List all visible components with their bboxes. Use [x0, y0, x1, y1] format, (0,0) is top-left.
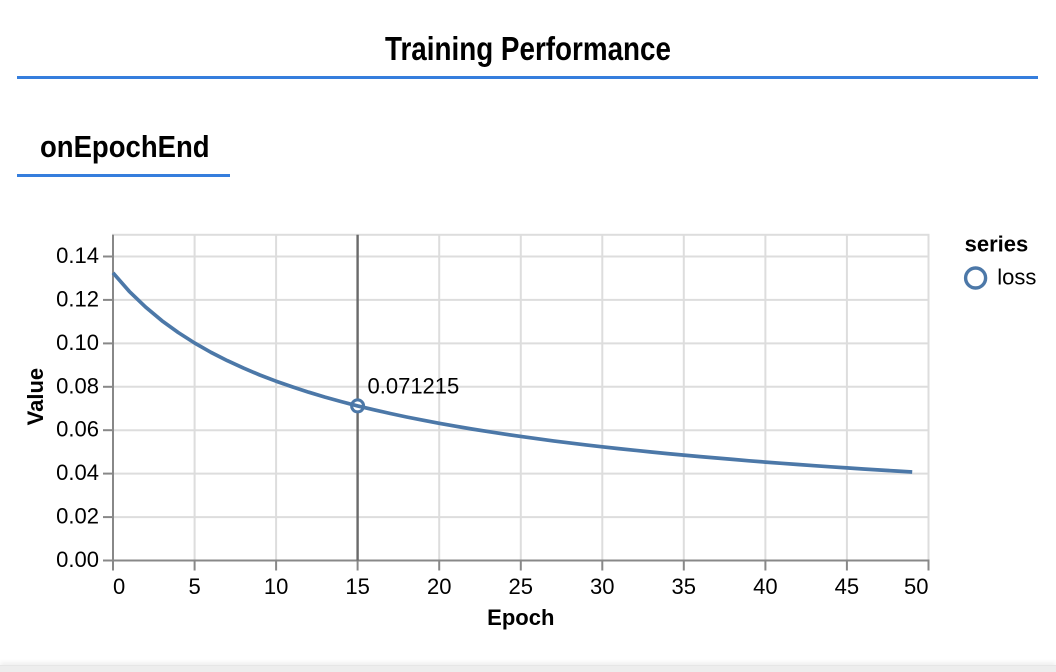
svg-text:20: 20	[427, 574, 451, 599]
svg-text:25: 25	[509, 574, 533, 599]
svg-text:5: 5	[188, 574, 200, 599]
svg-text:50: 50	[904, 574, 928, 599]
svg-text:45: 45	[835, 574, 859, 599]
svg-text:series: series	[965, 232, 1029, 257]
svg-text:0: 0	[113, 574, 125, 599]
svg-text:0.06: 0.06	[56, 417, 99, 442]
svg-text:0.14: 0.14	[56, 243, 99, 268]
svg-text:0.04: 0.04	[56, 460, 99, 485]
svg-text:0.10: 0.10	[56, 330, 99, 355]
svg-text:35: 35	[672, 574, 696, 599]
svg-text:40: 40	[753, 574, 777, 599]
svg-text:15: 15	[345, 574, 369, 599]
svg-text:Value: Value	[23, 368, 48, 425]
svg-text:0.00: 0.00	[56, 547, 99, 572]
svg-text:30: 30	[590, 574, 614, 599]
svg-text:10: 10	[264, 574, 288, 599]
svg-text:Epoch: Epoch	[487, 605, 554, 630]
svg-text:0.071215: 0.071215	[368, 374, 460, 399]
svg-text:0.02: 0.02	[56, 504, 99, 529]
svg-text:0.12: 0.12	[56, 286, 99, 311]
svg-text:loss: loss	[997, 264, 1036, 289]
svg-text:0.08: 0.08	[56, 373, 99, 398]
